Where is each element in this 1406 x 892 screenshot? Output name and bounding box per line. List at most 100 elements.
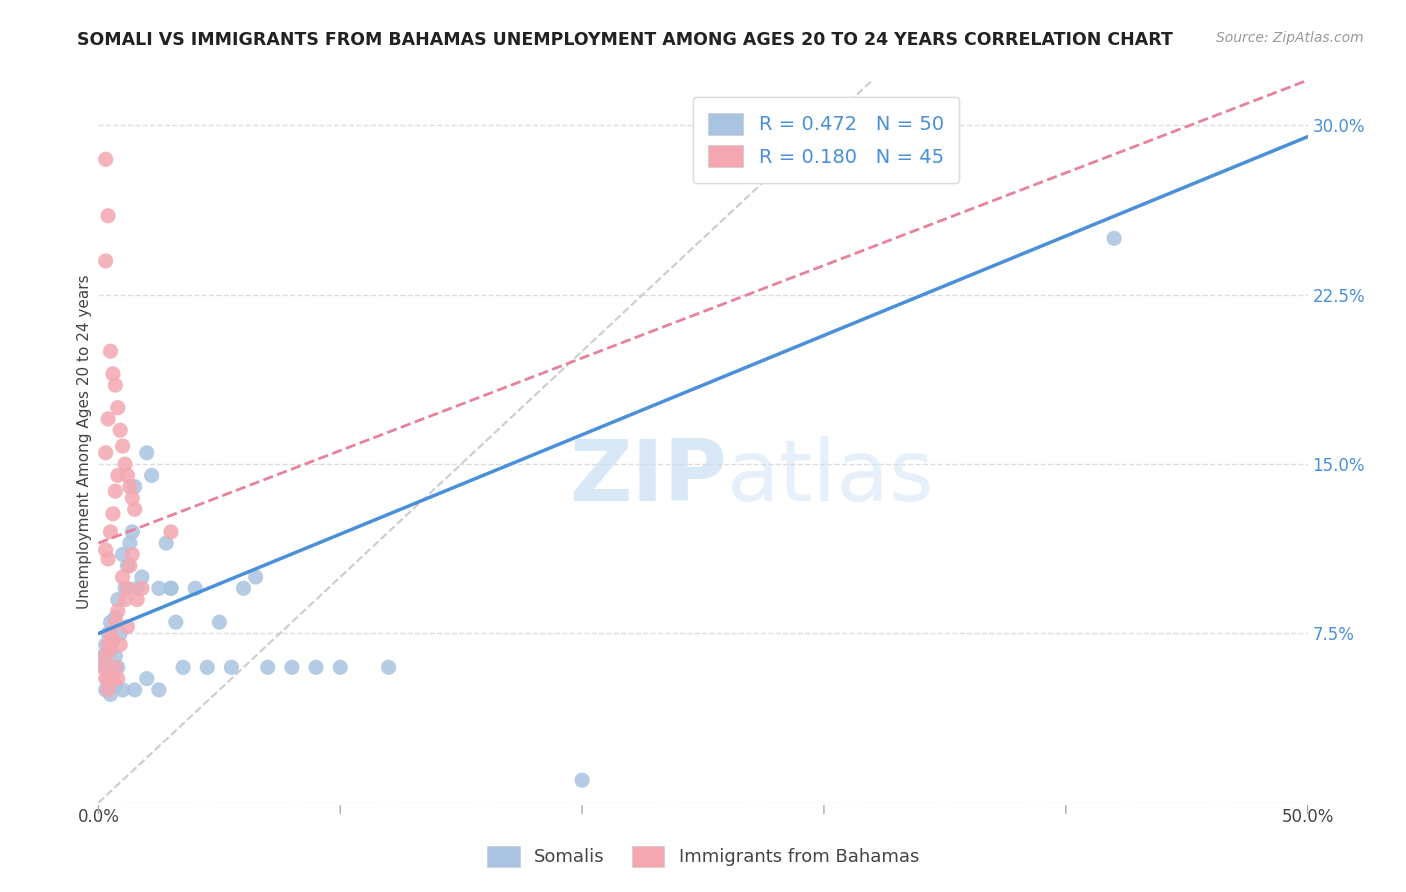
Point xyxy=(232,582,254,596)
Point xyxy=(107,592,129,607)
Point xyxy=(329,660,352,674)
Point xyxy=(91,648,114,663)
Point xyxy=(121,491,143,505)
Text: SOMALI VS IMMIGRANTS FROM BAHAMAS UNEMPLOYMENT AMONG AGES 20 TO 24 YEARS CORRELA: SOMALI VS IMMIGRANTS FROM BAHAMAS UNEMPL… xyxy=(77,31,1173,49)
Text: Source: ZipAtlas.com: Source: ZipAtlas.com xyxy=(1216,31,1364,45)
Point xyxy=(107,604,129,618)
Point xyxy=(118,480,141,494)
Point xyxy=(114,582,136,596)
Point xyxy=(94,682,117,697)
Point xyxy=(107,672,129,686)
Point xyxy=(94,648,117,663)
Point xyxy=(131,582,153,596)
Point xyxy=(124,502,146,516)
Point xyxy=(111,570,134,584)
Point xyxy=(160,582,183,596)
Point xyxy=(104,660,127,674)
Point xyxy=(100,344,122,359)
Point xyxy=(97,672,120,686)
Point xyxy=(94,660,117,674)
Point xyxy=(107,401,129,415)
Point xyxy=(160,524,183,539)
Point xyxy=(100,687,122,701)
Point xyxy=(172,660,194,674)
Point xyxy=(111,439,134,453)
Point xyxy=(160,582,183,596)
Point xyxy=(118,536,141,550)
Point xyxy=(184,582,207,596)
Point xyxy=(135,672,157,686)
Point xyxy=(111,682,134,697)
Point xyxy=(195,660,218,674)
Y-axis label: Unemployment Among Ages 20 to 24 years: Unemployment Among Ages 20 to 24 years xyxy=(77,274,91,609)
Point xyxy=(94,672,117,686)
Point xyxy=(124,480,146,494)
Text: ZIP: ZIP xyxy=(569,436,727,519)
Point xyxy=(97,412,120,426)
Point xyxy=(117,558,139,573)
Point xyxy=(108,423,131,437)
Text: atlas: atlas xyxy=(727,436,935,519)
Point xyxy=(1102,231,1125,245)
Point xyxy=(101,665,124,679)
Point xyxy=(107,468,129,483)
Point xyxy=(221,660,243,674)
Point xyxy=(104,610,127,624)
Point xyxy=(571,773,593,788)
Point xyxy=(111,548,134,562)
Point xyxy=(104,678,127,692)
Point xyxy=(107,660,129,674)
Point xyxy=(114,457,136,471)
Point xyxy=(101,367,124,381)
Legend: Somalis, Immigrants from Bahamas: Somalis, Immigrants from Bahamas xyxy=(479,838,927,874)
Point xyxy=(104,648,127,663)
Point xyxy=(127,582,149,596)
Point xyxy=(94,542,117,557)
Point xyxy=(117,582,139,596)
Point xyxy=(97,552,120,566)
Point xyxy=(108,638,131,652)
Point xyxy=(245,570,267,584)
Point xyxy=(117,468,139,483)
Point xyxy=(94,446,117,460)
Point xyxy=(148,582,170,596)
Point xyxy=(104,484,127,499)
Point xyxy=(94,638,117,652)
Point xyxy=(256,660,278,674)
Point xyxy=(117,620,139,634)
Point xyxy=(101,507,124,521)
Point xyxy=(100,642,122,657)
Point xyxy=(97,682,120,697)
Point xyxy=(100,626,122,640)
Point xyxy=(97,638,120,652)
Point xyxy=(97,209,120,223)
Point xyxy=(118,558,141,573)
Point xyxy=(104,615,127,630)
Point xyxy=(121,524,143,539)
Point xyxy=(155,536,177,550)
Point xyxy=(377,660,399,674)
Point xyxy=(131,570,153,584)
Point xyxy=(100,615,122,630)
Point xyxy=(104,378,127,392)
Point xyxy=(127,592,149,607)
Point xyxy=(124,682,146,697)
Point xyxy=(208,615,231,630)
Point xyxy=(101,633,124,648)
Point xyxy=(100,642,122,657)
Point xyxy=(121,548,143,562)
Point xyxy=(97,626,120,640)
Point xyxy=(148,682,170,697)
Point xyxy=(94,253,117,268)
Point xyxy=(135,446,157,460)
Point xyxy=(94,153,117,167)
Point xyxy=(114,592,136,607)
Point xyxy=(91,660,114,674)
Point xyxy=(281,660,304,674)
Point xyxy=(108,626,131,640)
Point xyxy=(101,633,124,648)
Point xyxy=(305,660,328,674)
Point xyxy=(141,468,163,483)
Point xyxy=(165,615,187,630)
Legend: R = 0.472   N = 50, R = 0.180   N = 45: R = 0.472 N = 50, R = 0.180 N = 45 xyxy=(693,97,959,183)
